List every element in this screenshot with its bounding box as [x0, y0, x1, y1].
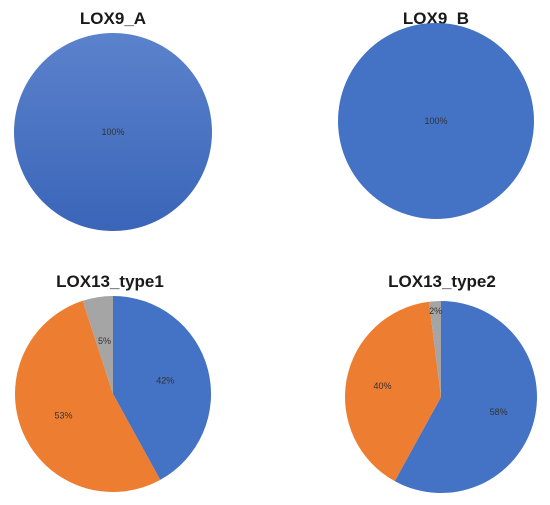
- pie-slice-series-a: [338, 23, 534, 219]
- chart-title-lox9-b: LOX9_B: [403, 9, 469, 28]
- pie-labels-lox13-type1: 42% 53% 5%: [55, 336, 175, 421]
- pie-slice-label-series-b: 40%: [374, 381, 392, 391]
- pie-slice-series-b: [15, 300, 161, 492]
- chart-title-lox13-type2: LOX13_type2: [388, 272, 496, 291]
- pie-slice-label-series-a: 58%: [490, 407, 508, 417]
- pie-slices-lox13-type1: [15, 296, 211, 492]
- pie-slice-series-a: [394, 301, 537, 493]
- pie-slice-label-series-a: 100%: [101, 127, 124, 137]
- pie-slice-series-c: [428, 301, 441, 397]
- pie-slice-series-a: [113, 296, 211, 480]
- pie-slice-label-series-a: 42%: [156, 376, 174, 386]
- pie-panel-1: LOX9_B 100%: [338, 9, 534, 219]
- pie-slice-label-series-b: 53%: [55, 410, 73, 420]
- pie-slice-series-a: [14, 33, 212, 231]
- pie-slices-lox9-a: [14, 33, 212, 231]
- pie-slice-label-series-c: 5%: [98, 336, 111, 346]
- pie-panel-3: LOX13_type2 58% 40% 2%: [345, 272, 537, 493]
- pie-slice-label-series-c: 2%: [429, 306, 442, 316]
- pie-labels-lox13-type2: 58% 40% 2%: [374, 306, 508, 417]
- pie-panel-2: LOX13_type1 42% 53% 5%: [15, 272, 211, 492]
- chart-title-lox9-a: LOX9_A: [80, 9, 146, 28]
- pie-slice-label-series-a: 100%: [424, 116, 447, 126]
- pie-slices-lox9-b: [338, 23, 534, 219]
- pie-panel-0: LOX9_A 100%: [14, 9, 212, 231]
- chart-title-lox13-type1: LOX13_type1: [56, 272, 164, 291]
- pie-slice-series-b: [345, 301, 441, 482]
- pie-slice-series-c: [82, 296, 113, 394]
- pie-slices-lox13-type2: [345, 301, 537, 493]
- pie-labels-lox9-a: 100%: [101, 127, 124, 137]
- pie-labels-lox9-b: 100%: [424, 116, 447, 126]
